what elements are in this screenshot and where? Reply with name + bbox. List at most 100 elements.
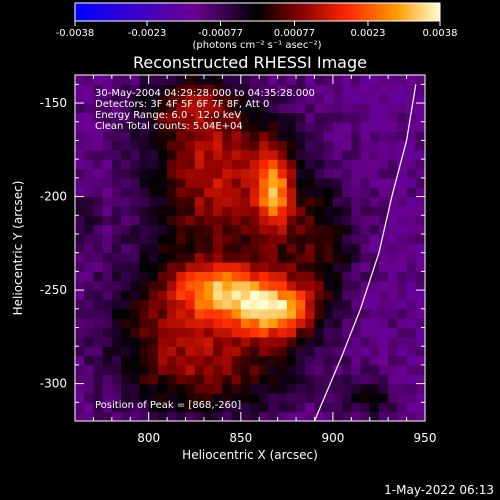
heatmap-cell — [342, 215, 352, 226]
heatmap-cell — [360, 364, 371, 375]
heatmap-cell — [323, 149, 334, 160]
heatmap-cell — [259, 187, 270, 198]
heatmap-cell — [286, 355, 297, 366]
heatmap-cell — [286, 280, 297, 291]
heatmap-cell — [323, 411, 334, 421]
heatmap-cell — [84, 243, 95, 254]
heatmap-cell — [194, 215, 205, 226]
heatmap-cell — [185, 402, 196, 413]
heatmap-cell — [351, 262, 362, 272]
heatmap-cell — [388, 411, 398, 421]
heatmap-cell — [222, 364, 233, 375]
heatmap-cell — [360, 271, 371, 282]
heatmap-cell — [194, 149, 205, 160]
heatmap-cell — [296, 233, 306, 244]
heatmap-cell — [305, 84, 316, 95]
heatmap-cell — [397, 252, 408, 263]
heatmap-cell — [268, 159, 279, 170]
heatmap-cell — [203, 280, 214, 291]
heatmap-cell — [323, 318, 334, 329]
heatmap-cell — [93, 327, 104, 338]
heatmap-cell — [240, 271, 251, 282]
heatmap-cell — [268, 243, 279, 254]
heatmap-cell — [406, 177, 417, 188]
heatmap-cell — [342, 262, 352, 272]
heatmap-cell — [332, 392, 343, 403]
heatmap-cell — [111, 103, 122, 114]
heatmap-cell — [213, 224, 223, 235]
heatmap-cell — [139, 131, 150, 142]
heatmap-cell — [111, 383, 122, 394]
heatmap-cell — [167, 280, 177, 291]
heatmap-cell — [332, 159, 343, 170]
heatmap-cell — [139, 308, 150, 319]
heatmap-cell — [360, 346, 371, 357]
heatmap-cell — [121, 355, 131, 366]
heatmap-cell — [268, 84, 279, 95]
heatmap-cell — [415, 392, 425, 403]
heatmap-cell — [305, 121, 316, 132]
heatmap-cell — [102, 205, 113, 216]
heatmap-cell — [323, 121, 334, 132]
heatmap-cell — [360, 177, 371, 188]
heatmap-cell — [111, 364, 122, 375]
heatmap-cell — [296, 75, 306, 85]
heatmap-cell — [139, 187, 150, 198]
heatmap-cell — [167, 271, 177, 282]
heatmap-cell — [231, 131, 242, 142]
heatmap-cell — [406, 271, 417, 282]
heatmap-cell — [75, 196, 85, 207]
heatmap-cell — [167, 149, 177, 160]
heatmap-cell — [397, 336, 408, 347]
heatmap-cell — [388, 224, 398, 235]
heatmap-cell — [231, 290, 242, 301]
heatmap-cell — [213, 280, 223, 291]
heatmap-cell — [388, 149, 398, 160]
heatmap-cell — [259, 402, 270, 413]
heatmap-cell — [167, 392, 177, 403]
heatmap-cell — [268, 262, 279, 272]
heatmap-cell — [75, 364, 85, 375]
heatmap-cell — [148, 112, 159, 123]
heatmap-cell — [84, 196, 95, 207]
heatmap-cell — [415, 159, 425, 170]
heatmap-cell — [167, 318, 177, 329]
heatmap-cell — [240, 84, 251, 95]
heatmap-cell — [213, 364, 223, 375]
heatmap-cell — [185, 308, 196, 319]
heatmap-cell — [139, 336, 150, 347]
heatmap-cell — [139, 383, 150, 394]
heatmap-cell — [268, 346, 279, 357]
heatmap-cell — [314, 187, 325, 198]
heatmap-cell — [314, 215, 325, 226]
heatmap-cell — [121, 75, 131, 85]
heatmap-cell — [93, 140, 104, 151]
heatmap-cell — [360, 336, 371, 347]
heatmap-cell — [314, 383, 325, 394]
heatmap-cell — [388, 177, 398, 188]
heatmap-cell — [139, 355, 150, 366]
heatmap-cell — [139, 149, 150, 160]
heatmap-cell — [157, 252, 168, 263]
heatmap-cell — [102, 233, 113, 244]
heatmap-cell — [194, 299, 205, 310]
heatmap-cell — [93, 252, 104, 263]
heatmap-cell — [157, 224, 168, 235]
heatmap-cell — [130, 187, 141, 198]
heatmap-cell — [268, 318, 279, 329]
heatmap-cell — [130, 374, 141, 385]
heatmap-cell — [240, 168, 251, 179]
heatmap-cell — [259, 205, 270, 216]
heatmap-cell — [277, 374, 288, 385]
heatmap-cell — [203, 252, 214, 263]
heatmap-cell — [286, 159, 297, 170]
y-tick-label: -200 — [40, 190, 67, 204]
heatmap-cell — [167, 411, 177, 421]
colorbar-gradient — [74, 2, 441, 22]
heatmap-cell — [148, 149, 159, 160]
heatmap-cell — [277, 121, 288, 132]
heatmap-cell — [268, 402, 279, 413]
heatmap-cell — [222, 187, 233, 198]
heatmap-cell — [130, 215, 141, 226]
heatmap-cell — [203, 411, 214, 421]
